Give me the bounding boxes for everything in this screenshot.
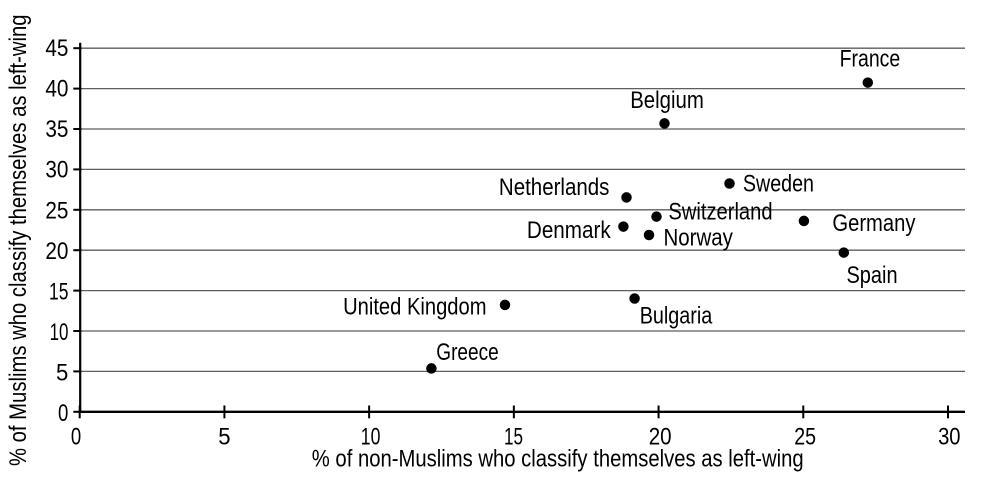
svg-text:Spain: Spain xyxy=(847,262,898,289)
svg-text:0: 0 xyxy=(58,400,68,427)
svg-text:30: 30 xyxy=(938,424,960,451)
svg-text:Belgium: Belgium xyxy=(630,87,704,114)
svg-text:% of Muslims who classify them: % of Muslims who classify themselves as … xyxy=(5,14,32,466)
svg-text:Denmark: Denmark xyxy=(527,217,612,244)
svg-text:30: 30 xyxy=(45,157,68,184)
svg-text:25: 25 xyxy=(794,424,816,451)
svg-text:Sweden: Sweden xyxy=(743,171,814,198)
svg-text:Greece: Greece xyxy=(436,339,498,366)
svg-text:10: 10 xyxy=(50,319,69,346)
svg-text:35: 35 xyxy=(45,116,68,143)
svg-text:40: 40 xyxy=(45,76,68,103)
svg-text:United Kingdom: United Kingdom xyxy=(343,294,486,321)
svg-text:Bulgaria: Bulgaria xyxy=(640,303,713,330)
svg-text:% of non-Muslims who classify: % of non-Muslims who classify themselves… xyxy=(312,445,804,472)
svg-text:45: 45 xyxy=(45,35,68,62)
svg-text:0: 0 xyxy=(71,424,81,451)
svg-text:Norway: Norway xyxy=(664,225,733,252)
svg-text:5: 5 xyxy=(56,360,68,387)
svg-text:25: 25 xyxy=(45,197,68,224)
svg-text:20: 20 xyxy=(45,238,68,265)
svg-text:Germany: Germany xyxy=(832,210,915,237)
svg-text:Switzerland: Switzerland xyxy=(668,199,772,226)
svg-text:20: 20 xyxy=(649,424,672,451)
svg-text:15: 15 xyxy=(49,278,68,305)
svg-text:15: 15 xyxy=(504,424,523,451)
svg-text:France: France xyxy=(840,46,901,73)
svg-text:Netherlands: Netherlands xyxy=(499,174,610,201)
svg-text:10: 10 xyxy=(361,424,381,451)
svg-text:5: 5 xyxy=(218,424,230,451)
